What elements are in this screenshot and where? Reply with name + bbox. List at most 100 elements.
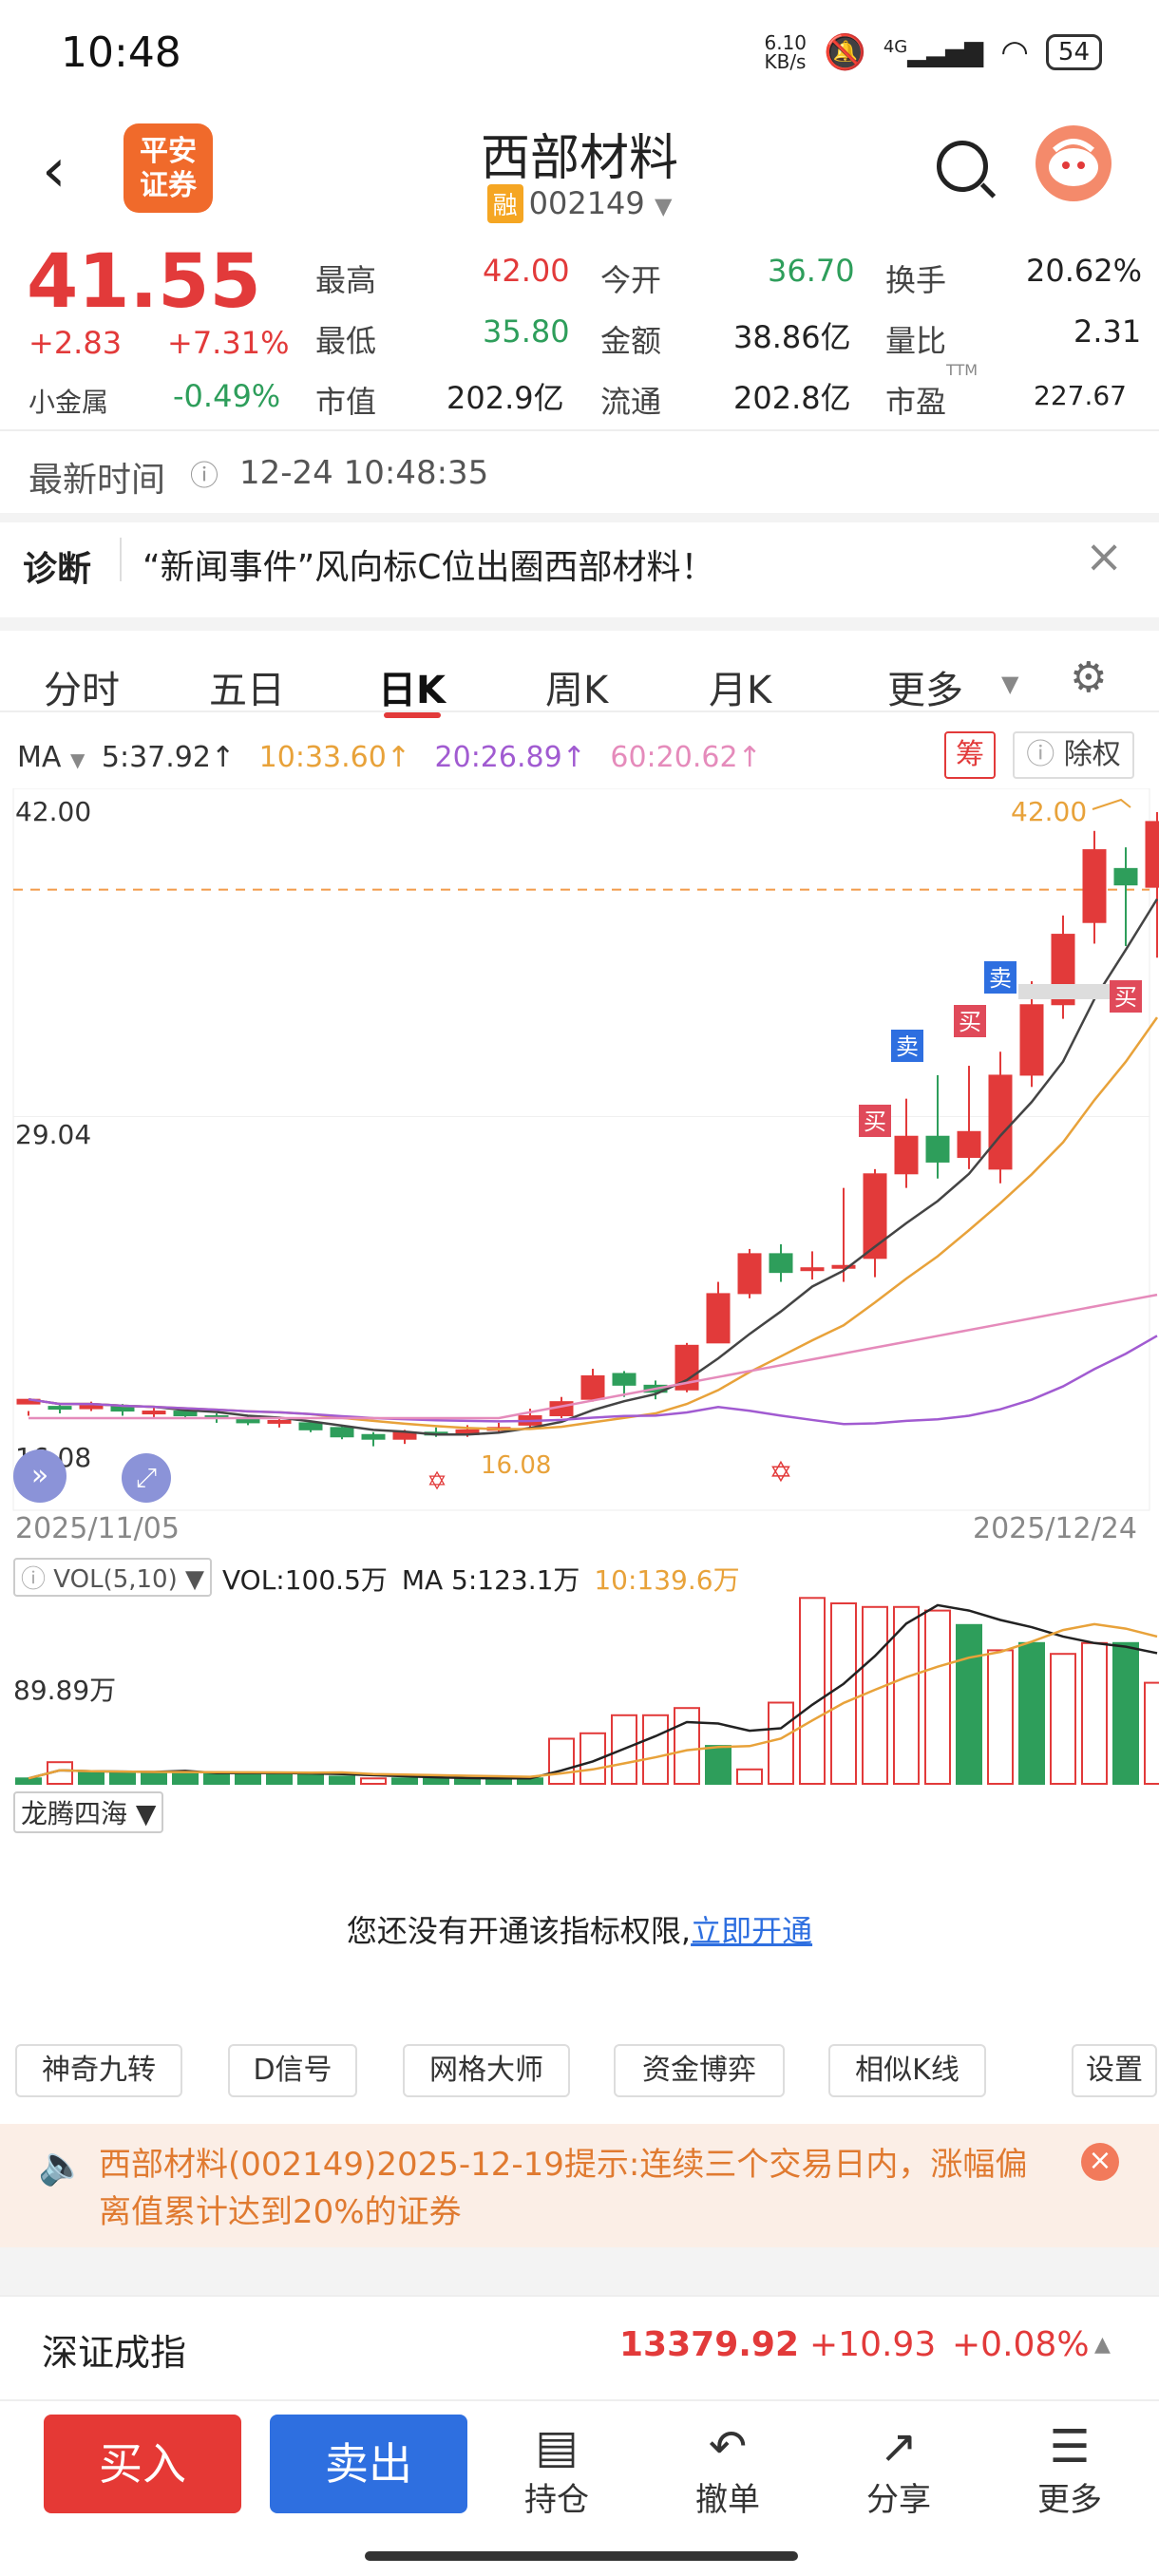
tool-shenqi[interactable]: 神奇九转 [15, 2044, 182, 2097]
cancel-label: 撤单 [695, 2481, 760, 2519]
avatar[interactable] [1036, 125, 1112, 201]
volume-bar [203, 1771, 230, 1786]
tool-capital[interactable]: 资金博弈 [614, 2044, 785, 2097]
candle-body [831, 1264, 856, 1269]
share-label: 分享 [866, 2481, 931, 2519]
more-button[interactable]: ☰ 更多 [1013, 2420, 1127, 2520]
volume-bar [642, 1714, 669, 1785]
sell-button[interactable]: 卖出 [270, 2415, 467, 2513]
volume-bar [141, 1771, 167, 1786]
mute-icon: 🔕 [824, 33, 866, 72]
latest-time-value: 12-24 10:48:35 [239, 454, 489, 492]
amount-label: 金额 [600, 323, 662, 359]
chevron-down-icon[interactable]: ▼ [69, 748, 86, 771]
info-icon: ⓘ [1026, 738, 1055, 771]
buy-button[interactable]: 买入 [44, 2415, 241, 2513]
collapse-left-icon[interactable]: » [13, 1449, 66, 1503]
volume-bar [1081, 1641, 1108, 1785]
holdings-button[interactable]: ▤ 持仓 [500, 2420, 614, 2520]
open-value: 36.70 [768, 253, 855, 289]
chevron-up-icon: ▲ [1094, 2333, 1111, 2357]
ma20-value: 20:26.89↑ [434, 741, 586, 774]
volume-bar [705, 1745, 732, 1786]
indicator-lock-row: 您还没有开通该指标权限,立即开通 [0, 1907, 1159, 1951]
notice-text[interactable]: 西部材料(002149)2025-12-19提示:连续三个交易日内，涨幅偏离值累… [99, 2146, 1028, 2231]
tab-day-k[interactable]: 日K [378, 669, 446, 712]
vol-indicator-select[interactable]: ⓘ VOL(5,10) ▼ [13, 1558, 213, 1597]
ex-rights-button[interactable]: ⓘ 除权 [1013, 731, 1134, 779]
tab-fenshi[interactable]: 分时 [44, 669, 120, 712]
more-label: 更多 [1037, 2481, 1102, 2519]
cancel-order-button[interactable]: ↶ 撤单 [671, 2420, 785, 2520]
info-icon: ⓘ [21, 1565, 47, 1594]
chip-range [1018, 984, 1110, 999]
index-value: 13379.92 [619, 2325, 800, 2364]
stock-name: 西部材料 [480, 130, 678, 187]
y-label-top: 42.00 [15, 796, 92, 827]
candle-body [737, 1253, 762, 1295]
volume-bar [1018, 1641, 1045, 1785]
stock-code: 002149 [528, 185, 645, 221]
tab-more[interactable]: 更多 [887, 669, 963, 712]
divider [0, 2247, 1159, 2295]
sell-tag: 卖 [896, 1033, 919, 1060]
back-icon[interactable]: ‹ [42, 136, 66, 206]
stock-code-row[interactable]: 融 002149 ▼ [0, 184, 1159, 223]
fullscreen-icon[interactable]: ⤢ [122, 1453, 171, 1503]
mcap-label: 市值 [315, 384, 377, 420]
close-icon[interactable]: × [1081, 2143, 1119, 2181]
tool-grid[interactable]: 网格大师 [403, 2044, 570, 2097]
low-value: 35.80 [483, 313, 570, 350]
share-button[interactable]: ↗ 分享 [842, 2420, 956, 2520]
price-change-pct: +7.31% [167, 325, 290, 361]
ma10-line [28, 1016, 1159, 1430]
vol-y-label: 89.89万 [13, 1675, 117, 1706]
volume-bar [548, 1737, 575, 1785]
share-icon: ↗ [879, 2420, 919, 2473]
stock-header: ‹ 平安 证券 西部材料 融 002149 ▼ [0, 114, 1159, 237]
close-icon[interactable]: × [1085, 530, 1124, 583]
tool-similar-k[interactable]: 相似K线 [828, 2044, 986, 2097]
indicator-name: 龙腾四海 [21, 1798, 128, 1829]
star-icon: ✡ [427, 1468, 447, 1496]
status-time: 10:48 [61, 28, 181, 77]
gear-icon[interactable]: ⚙ [1070, 653, 1108, 702]
candle-body [925, 1135, 950, 1163]
battery-icon: 54 [1045, 34, 1102, 70]
index-bar[interactable]: 深证成指 13379.92 +10.93 +0.08% ▲ [0, 2295, 1159, 2399]
diagnose-text[interactable]: “新闻事件”风向标C位出圈西部材料！ [142, 548, 715, 587]
tab-month-k[interactable]: 月K [709, 669, 772, 712]
open-link[interactable]: 立即开通 [691, 1913, 813, 1949]
low-marker: 16.08 [481, 1451, 552, 1480]
divider [120, 538, 122, 581]
divider [0, 513, 1159, 522]
chip-button[interactable]: 筹 [944, 731, 996, 779]
volume-bar [862, 1605, 888, 1785]
ex-rights-label: 除权 [1063, 738, 1121, 771]
menu-icon: ☰ [1049, 2420, 1091, 2473]
ma60-value: 60:20.62↑ [610, 741, 762, 774]
tab-week-k[interactable]: 周K [545, 669, 609, 712]
ma5-value: 5:37.92↑ [101, 741, 236, 774]
candle-body [361, 1433, 386, 1440]
current-price: 41.55 [27, 239, 261, 325]
tab-five-day[interactable]: 五日 [209, 669, 285, 712]
indicator-select[interactable]: 龙腾四海 ▼ [13, 1791, 164, 1833]
turnover-label: 换手 [885, 262, 947, 298]
status-icons: 6.10 KB/s 🔕 4G▂▃▅▇ ◠ 54 [764, 32, 1102, 72]
search-icon[interactable] [937, 141, 988, 192]
candle-body [706, 1293, 731, 1344]
ma-label[interactable]: MA [17, 741, 62, 774]
high-value: 42.00 [483, 253, 570, 289]
kline-tabs: 分时 五日 日K 周K 月K 更多 ▼ ⚙ [0, 617, 1159, 718]
tool-settings[interactable]: 设置 [1072, 2044, 1157, 2097]
vol-legend: VOL:100.5万 MA 5:123.1万 10:139.6万 [222, 1560, 740, 1598]
info-icon[interactable]: ⓘ [190, 460, 218, 493]
high-pointer [1092, 798, 1131, 810]
volume-chart[interactable] [0, 1596, 1159, 1786]
logo-line1: 平安 [140, 135, 197, 168]
tool-d-signal[interactable]: D信号 [228, 2044, 357, 2097]
margin-badge: 融 [486, 184, 523, 223]
chevron-down-icon: ▼ [1001, 671, 1019, 697]
